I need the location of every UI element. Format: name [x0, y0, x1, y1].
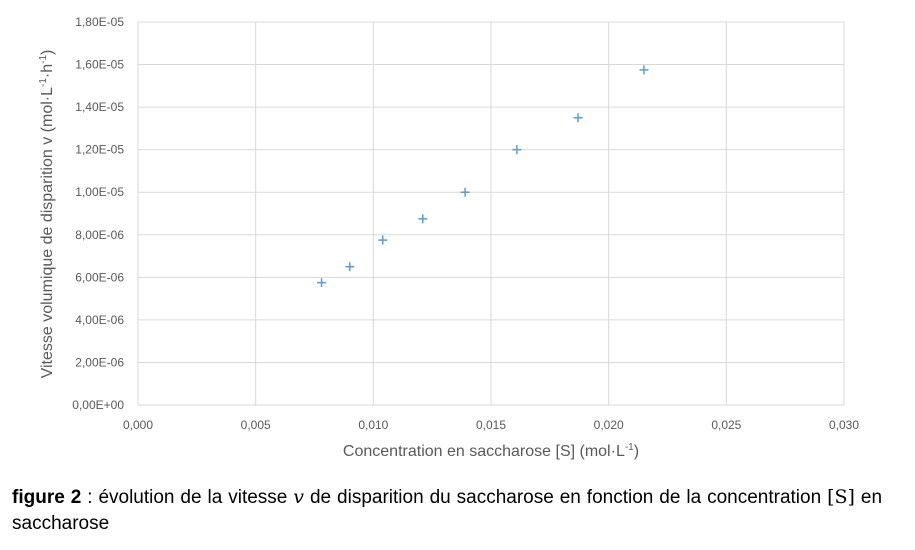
- y-tick-label: 6,00E-06: [75, 270, 124, 284]
- figure-caption: figure 2 : évolution de la vitesse v de …: [12, 484, 882, 537]
- chart: 0,00E+00 2,00E-06 4,00E-06 6,00E-06 8,00E-06…: [38, 15, 859, 460]
- caption-label: figure 2: [12, 487, 82, 508]
- caption-variable-v: v: [293, 486, 305, 508]
- data-point: [317, 278, 327, 288]
- y-tick-label: 1,40E-05: [75, 100, 124, 114]
- y-tick-label: 4,00E-06: [75, 313, 124, 327]
- x-tick-label: 0,025: [711, 418, 741, 432]
- y-axis-title: Vitesse volumique de disparition v (mol·…: [38, 50, 56, 379]
- caption-variable-s: [S]: [827, 486, 855, 508]
- caption-text-1: évolution de la vitesse: [98, 487, 294, 508]
- y-tick-label: 2,00E-06: [75, 355, 124, 369]
- caption-text-3: en saccharose: [12, 487, 883, 534]
- x-tick-label: 0,000: [123, 418, 153, 432]
- x-axis-title: Concentration en saccharose [S] (mol·L-1…: [343, 442, 639, 460]
- y-tick-label: 8,00E-06: [75, 228, 124, 242]
- x-tick-label: 0,015: [476, 418, 506, 432]
- data-point: [512, 145, 522, 155]
- data-point: [345, 262, 355, 272]
- y-axis-ticks: 0,00E+00 2,00E-06 4,00E-06 6,00E-06 8,00E-06…: [72, 15, 124, 412]
- x-tick-label: 0,030: [829, 418, 859, 432]
- data-point: [639, 65, 649, 75]
- caption-separator: :: [81, 487, 99, 508]
- x-tick-label: 0,020: [594, 418, 624, 432]
- plot-area: [137, 21, 845, 406]
- data-series: [317, 65, 649, 288]
- data-point: [378, 235, 388, 245]
- x-axis-ticks: 0,000 0,005 0,010 0,015 0,020 0,025 0,030: [123, 418, 859, 432]
- data-point: [573, 113, 583, 123]
- data-point: [418, 214, 428, 224]
- y-tick-label: 1,00E-05: [75, 185, 124, 199]
- x-tick-label: 0,010: [358, 418, 388, 432]
- gridlines: [137, 21, 845, 406]
- caption-text-2: de disparition du saccharose en fonction…: [304, 487, 828, 508]
- y-tick-label: 1,20E-05: [75, 143, 124, 157]
- x-tick-label: 0,005: [241, 418, 271, 432]
- y-tick-label: 1,60E-05: [75, 58, 124, 72]
- y-tick-label: 1,80E-05: [75, 15, 124, 29]
- y-tick-label: 0,00E+00: [72, 398, 124, 412]
- data-point: [460, 187, 470, 197]
